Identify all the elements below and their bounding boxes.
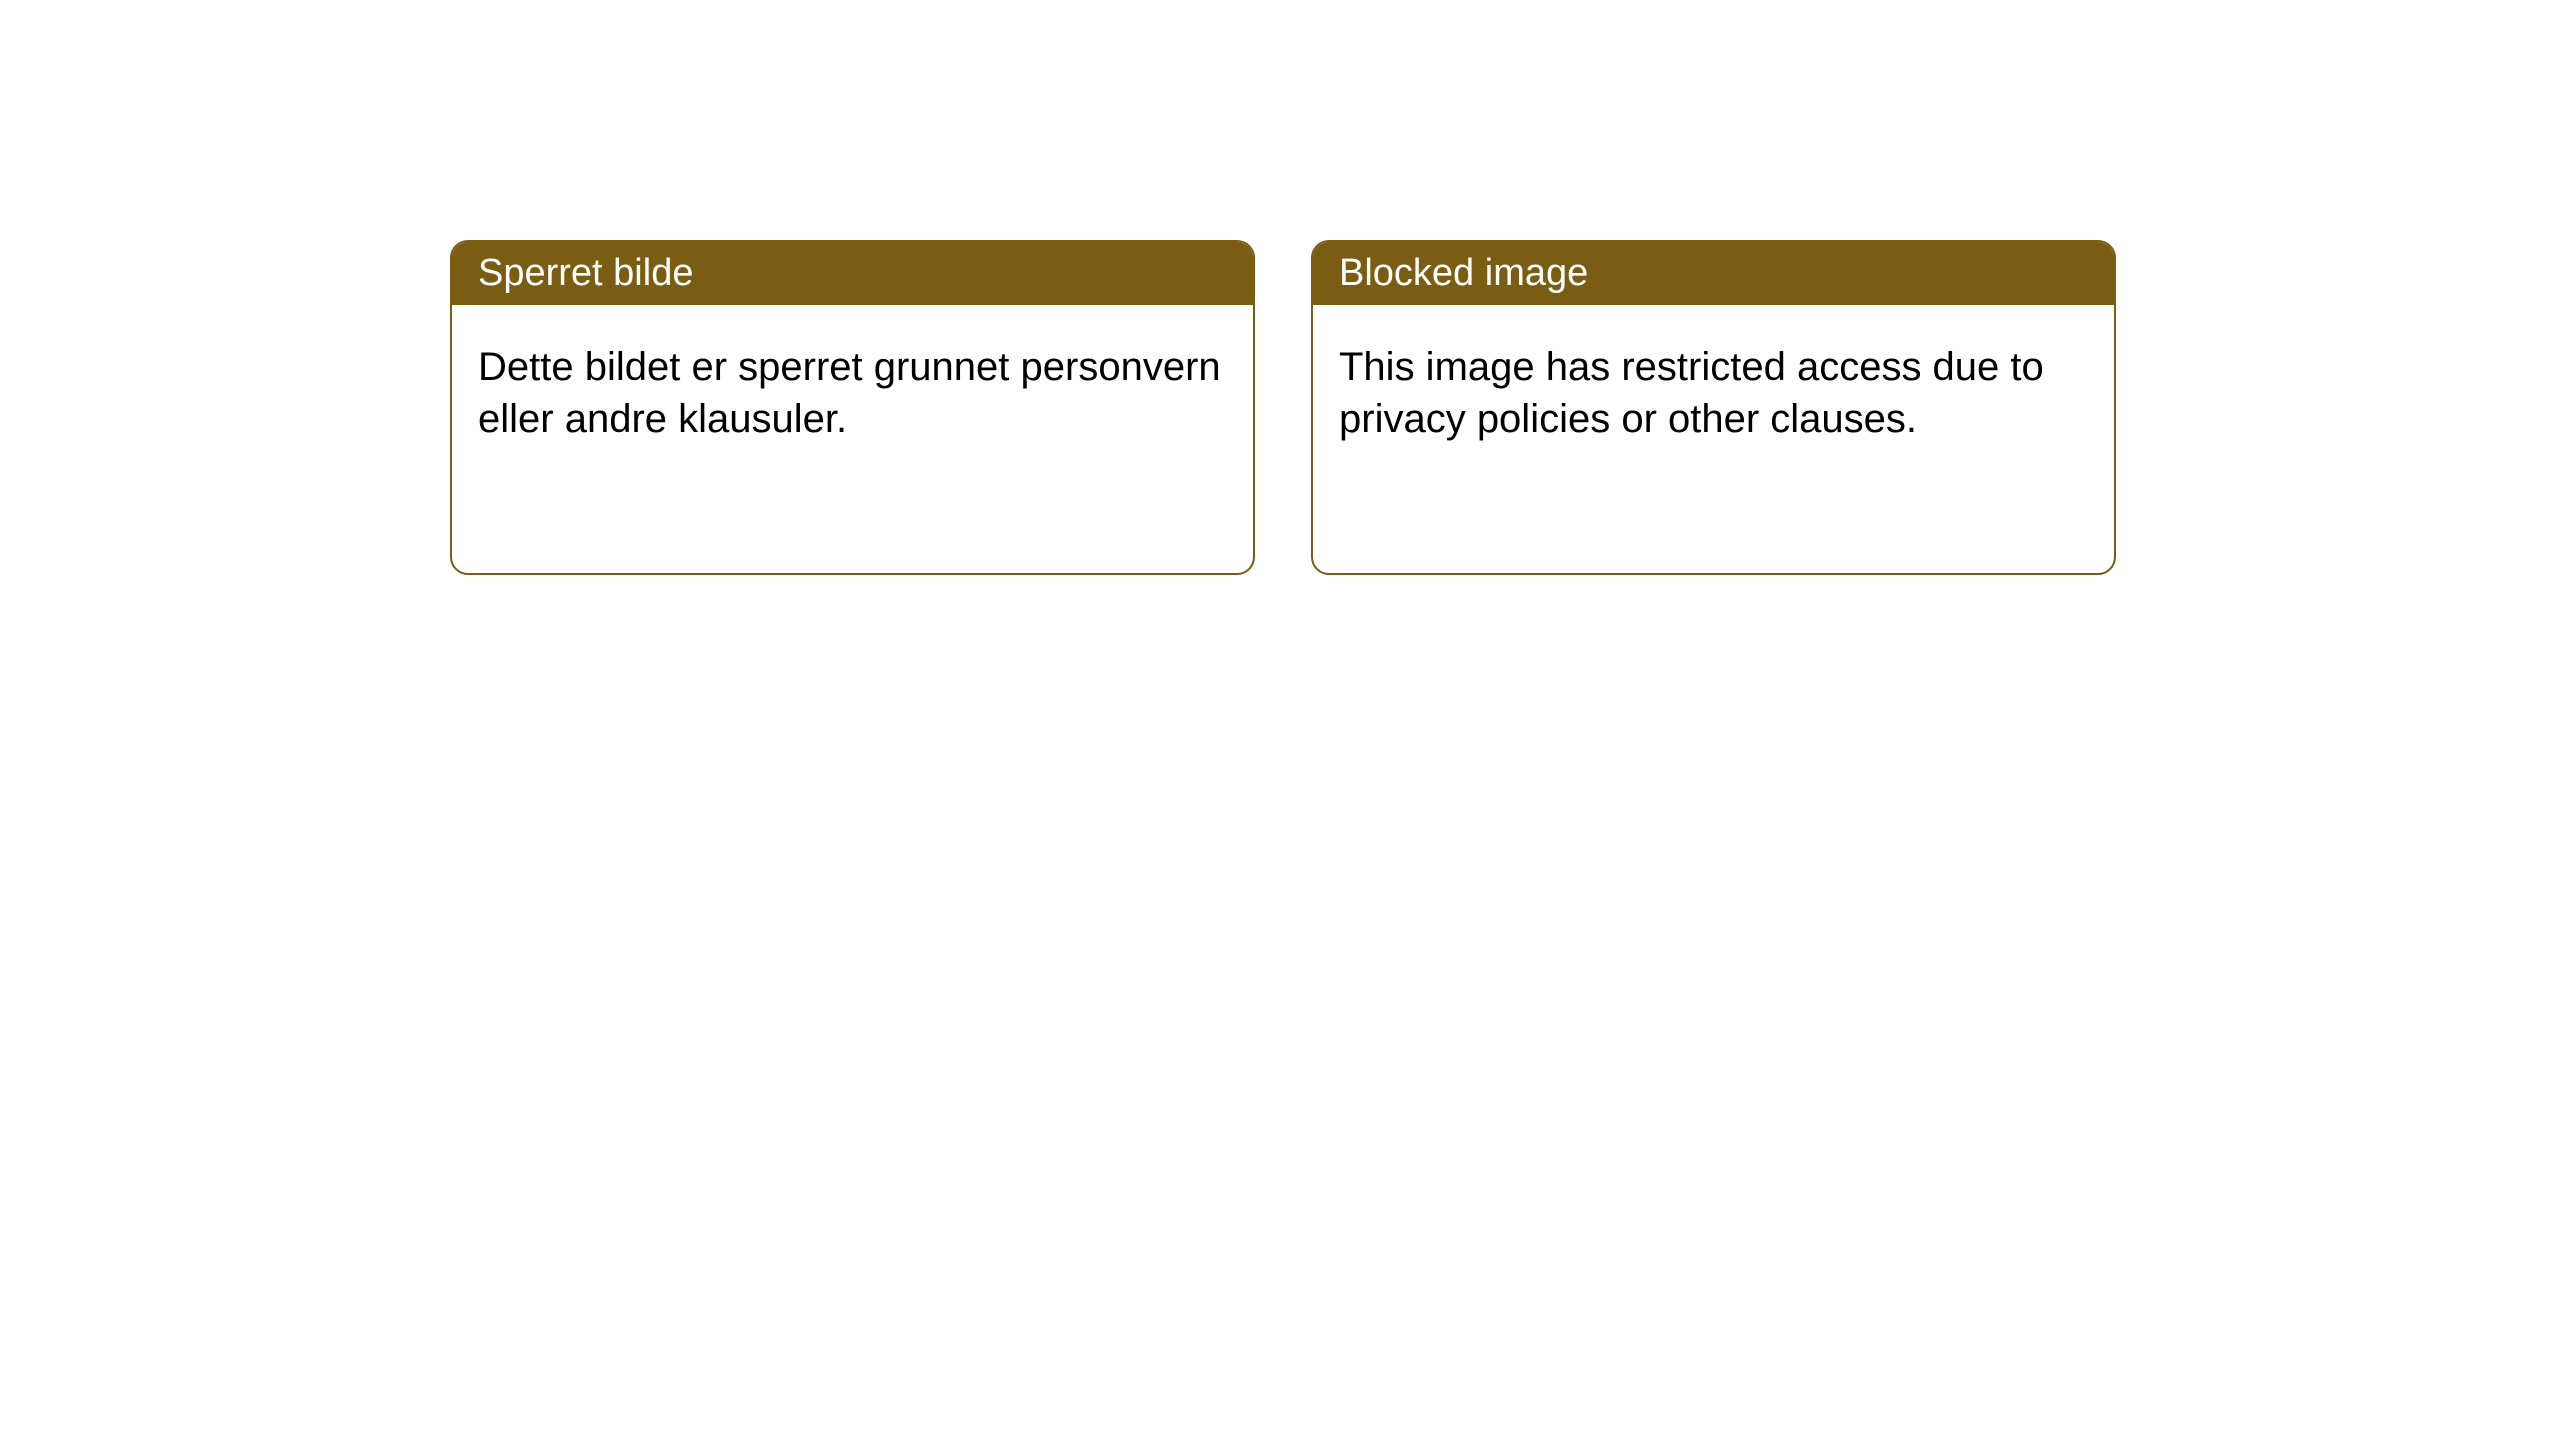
card-body-text: Dette bildet er sperret grunnet personve… — [478, 345, 1221, 441]
card-body: Dette bildet er sperret grunnet personve… — [452, 305, 1253, 481]
card-title: Sperret bilde — [478, 252, 693, 294]
card-title: Blocked image — [1339, 252, 1588, 294]
card-header: Blocked image — [1313, 242, 2114, 305]
blocked-image-card-en: Blocked image This image has restricted … — [1311, 240, 2116, 575]
blocked-image-card-no: Sperret bilde Dette bildet er sperret gr… — [450, 240, 1255, 575]
cards-container: Sperret bilde Dette bildet er sperret gr… — [0, 0, 2560, 575]
card-body-text: This image has restricted access due to … — [1339, 345, 2044, 441]
card-header: Sperret bilde — [452, 242, 1253, 305]
card-body: This image has restricted access due to … — [1313, 305, 2114, 481]
